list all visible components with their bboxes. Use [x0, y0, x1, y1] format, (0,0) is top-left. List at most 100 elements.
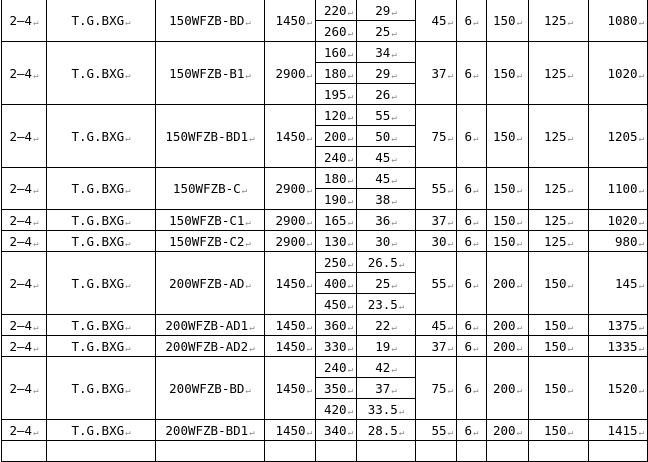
range-cell-text: 2—4 — [10, 423, 39, 438]
range-cell-text: 2—4 — [10, 339, 39, 354]
flow-cell: 130 — [315, 230, 357, 252]
empty-cell — [315, 440, 357, 462]
head-cell: 33.5 — [356, 398, 416, 420]
model-cell-text: 200WFZB-AD — [169, 276, 251, 291]
model-cell-text: 150WFZB-BD — [169, 13, 251, 28]
value-cell: 6 — [456, 251, 487, 315]
flow-cell-text: 195 — [324, 87, 353, 102]
head-cell-text: 55 — [375, 108, 396, 123]
speed-cell-text: 2900 — [275, 213, 312, 228]
table-row: 2—4 T.G.BXG 200WFZB-BD 1450 240 42 75 6 200 150 15… — [1, 356, 648, 420]
outlet-cell: 150 — [528, 356, 589, 420]
inlet-cell: 150 — [486, 167, 529, 210]
head-cell: 38 — [356, 188, 416, 210]
speed-cell-text: 1450 — [275, 129, 312, 144]
speed-cell-text: 1450 — [275, 423, 312, 438]
weight-cell-text: 1205 — [607, 129, 644, 144]
model-cell-text: 200WFZB-BD — [169, 381, 251, 396]
head-cell-text: 19 — [375, 339, 396, 354]
weight-cell: 1020 — [588, 209, 648, 231]
outlet-cell: 125 — [528, 104, 589, 168]
range-cell-text: 2—4 — [10, 181, 39, 196]
brand-cell: T.G.BXG — [46, 314, 156, 336]
flow-cell-text: 120 — [324, 108, 353, 123]
flow-cell: 330 — [315, 335, 357, 357]
head-cell: 30 — [356, 230, 416, 252]
table-row: 2—4 T.G.BXG 200WFZB-BD1 1450 340 28.5 55 6 200 15… — [1, 419, 648, 441]
model-cell-text: 150WFZB-C1 — [169, 213, 251, 228]
model-cell: 150WFZB-C1 — [155, 209, 265, 231]
empty-cell — [528, 440, 589, 462]
flow-cell: 160 — [315, 41, 357, 63]
head-cell: 45 — [356, 146, 416, 168]
flow-cell: 240 — [315, 146, 357, 168]
outlet-cell: 150 — [528, 419, 589, 441]
speed-cell: 1450 — [264, 104, 316, 168]
flow-cell: 120 — [315, 104, 357, 126]
table-row: 2—4 T.G.BXG 200WFZB-AD1 1450 360 22 45 6 200 150 1… — [1, 314, 648, 336]
flow-cell-text: 190 — [324, 192, 353, 207]
range-cell: 2—4 — [1, 314, 47, 336]
flow-cell: 165 — [315, 209, 357, 231]
brand-cell-text: T.G.BXG — [71, 318, 130, 333]
head-cell-text: 33.5 — [368, 402, 405, 417]
brand-cell: T.G.BXG — [46, 251, 156, 315]
speed-cell-text: 2900 — [275, 181, 312, 196]
weight-cell-text: 980 — [615, 234, 644, 249]
head-cell-text: 42 — [375, 360, 396, 375]
model-cell-text: 150WFZB-C — [173, 181, 247, 196]
value-cell-text: 6 — [465, 339, 479, 354]
flow-cell-text: 350 — [324, 381, 353, 396]
range-cell-text: 2—4 — [10, 381, 39, 396]
head-cell-text: 25 — [375, 276, 396, 291]
value-cell: 6 — [456, 230, 487, 252]
inlet-cell-text: 200 — [493, 276, 522, 291]
brand-cell-text: T.G.BXG — [71, 66, 130, 81]
weight-cell-text: 1375 — [607, 318, 644, 333]
head-cell-text: 36 — [375, 213, 396, 228]
model-cell: 200WFZB-AD — [155, 251, 265, 315]
outlet-cell-text: 125 — [544, 13, 573, 28]
inlet-cell: 200 — [486, 314, 529, 336]
table-row: 450 23.5 — [2, 293, 648, 315]
value-cell-text: 6 — [465, 13, 479, 28]
inlet-cell: 200 — [486, 356, 529, 420]
value-cell: 6 — [456, 209, 487, 231]
value-cell-text: 6 — [465, 381, 479, 396]
outlet-cell-text: 125 — [544, 129, 573, 144]
inlet-cell: 150 — [486, 104, 529, 168]
brand-cell: T.G.BXG — [46, 230, 156, 252]
brand-cell-text: T.G.BXG — [71, 129, 130, 144]
speed-cell: 1450 — [264, 335, 316, 357]
range-cell-text: 2—4 — [10, 213, 39, 228]
speed-cell: 2900 — [264, 209, 316, 231]
power-cell: 37 — [415, 209, 457, 231]
brand-cell-text: T.G.BXG — [71, 381, 130, 396]
flow-cell: 240 — [315, 356, 357, 378]
range-cell: 2—4 — [1, 209, 47, 231]
flow-cell-text: 420 — [324, 402, 353, 417]
range-cell-text: 2—4 — [10, 276, 39, 291]
weight-cell: 1080 — [588, 0, 648, 42]
head-cell-text: 34 — [375, 45, 396, 60]
power-cell-text: 45 — [432, 13, 453, 28]
outlet-cell-text: 150 — [544, 423, 573, 438]
speed-cell-text: 1450 — [275, 381, 312, 396]
weight-cell-text: 145 — [615, 276, 644, 291]
outlet-cell-text: 150 — [544, 276, 573, 291]
power-cell-text: 75 — [432, 129, 453, 144]
speed-cell-text: 2900 — [275, 234, 312, 249]
range-cell: 2—4 — [1, 335, 47, 357]
brand-cell-text: T.G.BXG — [71, 339, 130, 354]
head-cell-text: 30 — [375, 234, 396, 249]
table-row: 2—4 T.G.BXG 200WFZB-AD2 1450 330 19 37 6 200 150 1… — [1, 335, 648, 357]
power-cell-text: 37 — [432, 66, 453, 81]
head-cell: 25 — [356, 272, 416, 294]
inlet-cell-text: 200 — [493, 423, 522, 438]
value-cell: 6 — [456, 419, 487, 441]
inlet-cell-text: 150 — [493, 181, 522, 196]
head-cell: 25 — [356, 20, 416, 42]
flow-cell: 250 — [315, 251, 357, 273]
speed-cell: 1450 — [264, 314, 316, 336]
